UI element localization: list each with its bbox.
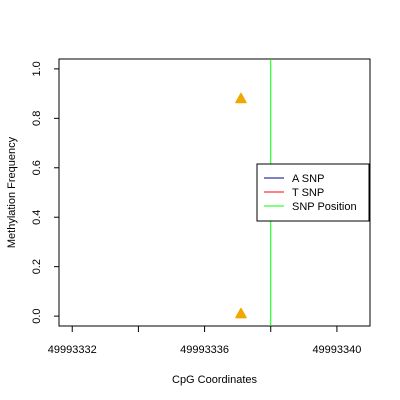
legend-entry-label: T SNP: [292, 187, 324, 199]
data-point: [235, 92, 247, 104]
y-tick-label: 0.6: [31, 160, 43, 175]
legend: A SNP T SNP SNP Position: [256, 163, 370, 222]
plot-frame: [58, 58, 371, 327]
y-axis-label: Methylation Frequency: [6, 136, 18, 248]
y-tick-label: 1.0: [31, 61, 43, 76]
x-axis: 49993332 49993336 49993340: [48, 326, 361, 356]
y-tick-label: 0.2: [31, 259, 43, 274]
data-point: [235, 307, 247, 319]
legend-entry-label: SNP Position: [292, 201, 357, 213]
y-tick-label: 0.4: [31, 210, 43, 225]
x-axis-label: CpG Coordinates: [172, 374, 257, 386]
legend-entry-label: A SNP: [292, 173, 324, 185]
x-tick-label: 49993340: [312, 344, 361, 356]
y-axis: 0.0 0.2 0.4 0.6 0.8 1.0: [31, 61, 59, 324]
y-tick-label: 0.8: [31, 111, 43, 126]
x-tick-label: 49993336: [180, 344, 229, 356]
y-tick-label: 0.0: [31, 308, 43, 323]
x-tick-label: 49993332: [48, 344, 97, 356]
